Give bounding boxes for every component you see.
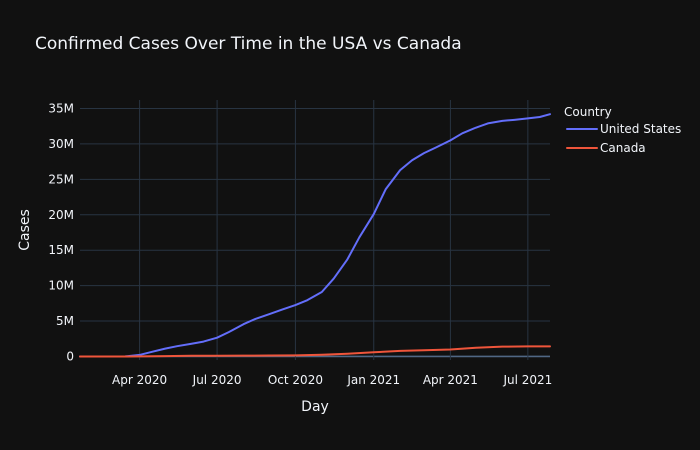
x-axis-title: Day (301, 399, 329, 415)
series-line-canada (79, 345, 551, 358)
grid-layer (80, 100, 550, 360)
y-tick-label-5m: 5M (56, 314, 74, 328)
y-tick-label-15m: 15M (48, 243, 74, 257)
x-tick-label-oct-2020: Oct 2020 (268, 373, 323, 387)
x-tick-label-jul-2020: Jul 2020 (192, 373, 242, 387)
y-tick-label-20m: 20M (48, 208, 74, 222)
x-tick-label-apr-2021: Apr 2021 (423, 373, 478, 387)
y-tick-label-10m: 10M (48, 279, 74, 293)
y-tick-label-35m: 35M (48, 102, 74, 116)
y-tick-label-30m: 30M (48, 137, 74, 151)
chart-title: Confirmed Cases Over Time in the USA vs … (35, 34, 462, 54)
y-tick-label-25m: 25M (48, 172, 74, 186)
y-axis-title: Cases (17, 209, 33, 251)
series-line-united-states (79, 113, 551, 358)
series-layer (79, 113, 551, 358)
legend: Country United States Canada (564, 105, 681, 155)
x-tick-label-jul-2021: Jul 2021 (502, 373, 552, 387)
legend-label-united-states: United States (600, 122, 681, 136)
legend-label-canada: Canada (600, 141, 646, 155)
legend-title: Country (564, 105, 612, 119)
x-tick-label-jan-2021: Jan 2021 (346, 373, 400, 387)
x-tick-label-apr-2020: Apr 2020 (112, 373, 167, 387)
axis-layer: 0 5M 10M 15M 20M 25M 30M 35M Apr 2020 Jul 2020 Oct… (17, 102, 552, 415)
y-tick-label-0: 0 (66, 349, 74, 363)
